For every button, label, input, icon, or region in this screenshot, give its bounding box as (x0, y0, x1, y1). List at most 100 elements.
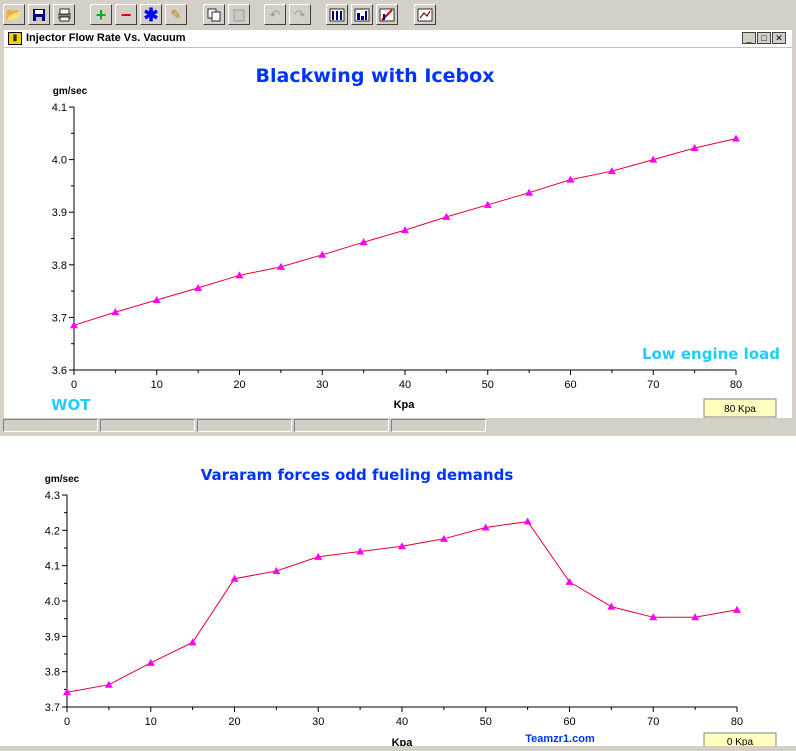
y-tick-label: 4.3 (45, 490, 60, 502)
x-tick-label: 30 (312, 716, 324, 728)
data-point (690, 144, 699, 152)
data-point (272, 566, 281, 574)
toolbar: 📂 + − ✱ ✎ ↶ ↷ (0, 0, 796, 28)
x-tick-label: 60 (563, 716, 575, 728)
chart-pane-bottom: Vararam forces odd fueling demands gm/se… (0, 436, 796, 751)
chart-title: Vararam forces odd fueling demands (201, 466, 514, 484)
x-tick-label: 80 (730, 379, 742, 391)
y-tick-label: 4.0 (52, 155, 67, 167)
y-tick-label: 4.1 (45, 561, 60, 573)
data-point (235, 271, 244, 279)
y-tick-label: 4.2 (45, 525, 60, 537)
data-point (732, 134, 740, 142)
y-tick-label: 4.0 (45, 596, 60, 608)
data-point (607, 167, 616, 175)
y-tick-label: 3.7 (52, 312, 67, 324)
x-tick-label: 10 (151, 379, 163, 391)
minimize-icon[interactable]: _ (742, 32, 756, 44)
data-point (439, 534, 448, 542)
readout-value: 0 Kpa (727, 737, 754, 746)
x-tick-label: 0 (64, 716, 70, 728)
y-tick-label: 3.8 (52, 260, 67, 272)
data-point (442, 212, 451, 220)
x-axis-label: Kpa (394, 399, 416, 411)
remove-icon[interactable]: − (115, 4, 137, 25)
x-tick-label: 40 (399, 379, 411, 391)
y-tick-label: 3.9 (52, 207, 67, 219)
x-tick-label: 70 (647, 716, 659, 728)
annotation-wot: WOT (51, 396, 91, 414)
undo-icon[interactable]: ↶ (264, 4, 286, 25)
window-titlebar: Ⅱ Injector Flow Rate Vs. Vacuum _ □ ✕ (4, 30, 792, 48)
x-tick-label: 50 (480, 716, 492, 728)
data-point (691, 613, 700, 621)
bar-chart-icon[interactable] (326, 4, 348, 25)
data-point (566, 175, 575, 183)
copy-icon[interactable] (203, 4, 225, 25)
x-tick-label: 20 (233, 379, 245, 391)
chart-top: Blackwing with Icebox gm/sec Kpa Low eng… (51, 65, 780, 418)
chart-bottom: Vararam forces odd fueling demands gm/se… (45, 466, 777, 751)
data-point (483, 200, 492, 208)
status-panel (391, 419, 486, 432)
chart-edit-icon[interactable] (376, 4, 398, 25)
chart-pane-top: Blackwing with Icebox gm/sec Kpa Low eng… (4, 48, 792, 418)
chart-title: Blackwing with Icebox (256, 65, 495, 87)
edit-icon[interactable]: ✎ (165, 4, 187, 25)
data-point (523, 517, 532, 525)
readout-value: 80 Kpa (724, 404, 756, 415)
print-icon[interactable] (53, 4, 75, 25)
x-tick-label: 10 (145, 716, 157, 728)
data-point (314, 552, 323, 560)
data-point (398, 542, 406, 550)
data-point (111, 308, 120, 316)
chart-settings-icon[interactable] (414, 4, 436, 25)
annotation-watermark: Teamzr1.com (525, 733, 595, 745)
y-tick-label: 4.1 (52, 102, 67, 114)
save-icon[interactable] (28, 4, 50, 25)
data-point (146, 658, 155, 666)
x-axis-label: Kpa (392, 737, 414, 746)
data-point (230, 574, 239, 582)
data-point (63, 688, 71, 696)
histogram-icon[interactable] (351, 4, 373, 25)
data-point (359, 238, 368, 246)
x-tick-label: 40 (396, 716, 408, 728)
readout-box (703, 398, 777, 418)
redo-icon[interactable]: ↷ (289, 4, 311, 25)
data-point (649, 613, 658, 621)
x-tick-label: 70 (647, 379, 659, 391)
data-point (401, 226, 409, 234)
y-tick-label: 3.7 (45, 702, 60, 714)
x-tick-label: 0 (71, 379, 77, 391)
data-point (481, 523, 490, 531)
y-axis-label: gm/sec (45, 474, 80, 485)
data-point (104, 680, 113, 688)
y-tick-label: 3.8 (45, 667, 60, 679)
x-tick-label: 80 (731, 716, 743, 728)
x-tick-label: 60 (564, 379, 576, 391)
x-tick-label: 20 (228, 716, 240, 728)
asterisk-icon[interactable]: ✱ (140, 4, 162, 25)
open-icon[interactable]: 📂 (3, 4, 25, 25)
maximize-icon[interactable]: □ (757, 32, 771, 44)
data-point (733, 605, 741, 613)
data-point (565, 577, 574, 585)
app-icon: Ⅱ (8, 32, 22, 45)
close-icon[interactable]: ✕ (772, 32, 786, 44)
data-point (318, 250, 327, 258)
status-panel (100, 419, 195, 432)
status-panel (197, 419, 292, 432)
x-tick-label: 50 (482, 379, 494, 391)
data-point (194, 283, 203, 291)
add-icon[interactable]: + (90, 4, 112, 25)
status-panel (3, 419, 98, 432)
paste-icon[interactable] (228, 4, 250, 25)
data-point (70, 321, 78, 329)
annotation-low-engine-load: Low engine load (642, 345, 780, 363)
statusbar (0, 418, 796, 434)
window-title: Injector Flow Rate Vs. Vacuum (26, 32, 186, 44)
data-point (356, 547, 365, 555)
data-point (276, 262, 285, 270)
x-tick-label: 30 (316, 379, 328, 391)
